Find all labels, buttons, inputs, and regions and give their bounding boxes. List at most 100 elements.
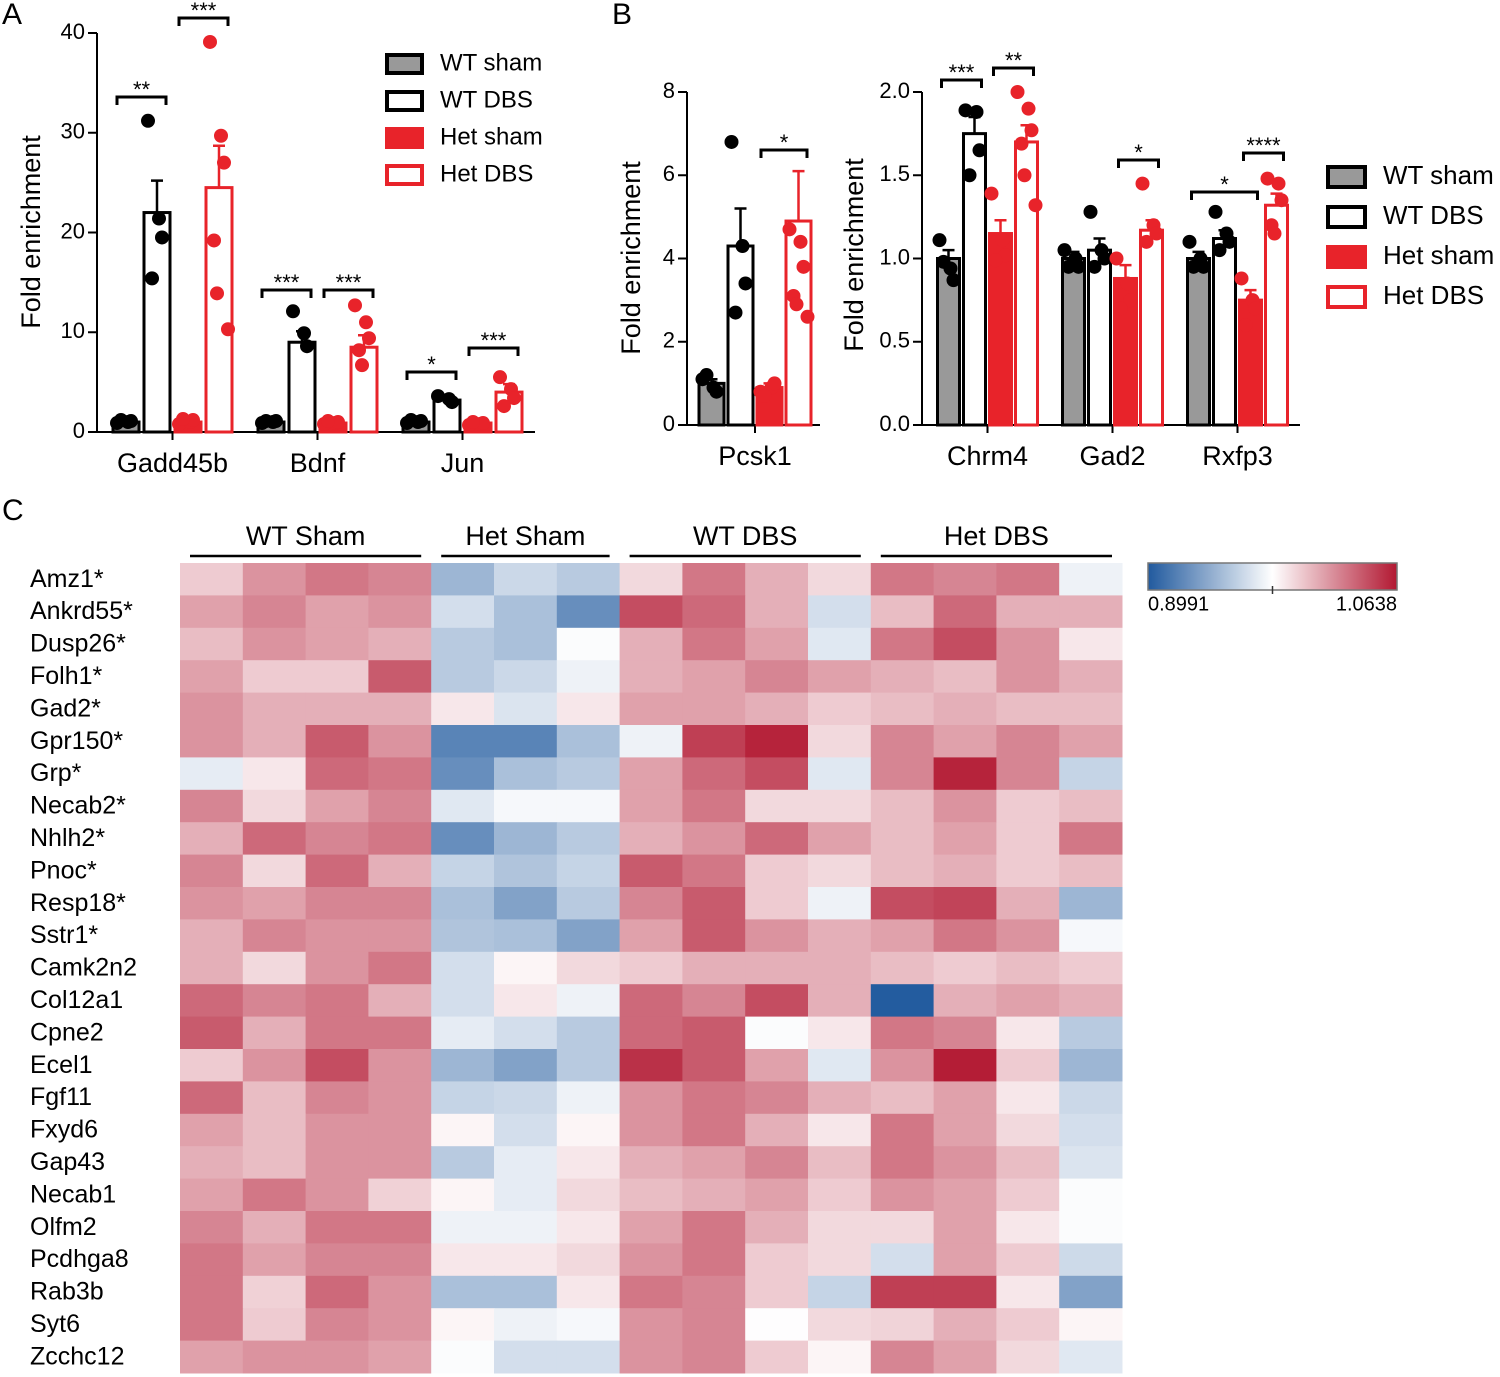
error-bar	[151, 179, 163, 213]
heatmap-cell	[180, 1243, 244, 1277]
heatmap-cell	[431, 1340, 495, 1374]
heatmap-cell	[431, 919, 495, 953]
heatmap-cell	[242, 1275, 307, 1309]
heatmap-cell	[242, 1049, 307, 1082]
heatmap-cell	[431, 1113, 495, 1147]
heatmap-cell	[431, 1211, 495, 1244]
heatmap-cell	[870, 822, 935, 856]
heatmap-cell	[368, 692, 432, 726]
legend-swatch	[385, 90, 424, 112]
heatmap-cell	[494, 1243, 558, 1277]
heatmap-cell	[556, 1243, 621, 1277]
heatmap-cell	[682, 1081, 746, 1115]
heatmap-cell	[368, 1081, 432, 1115]
data-point	[214, 128, 228, 143]
significance-label: ***	[949, 60, 975, 85]
heatmap-cell	[368, 984, 432, 1018]
data-point	[152, 211, 166, 226]
heatmap-cell	[556, 563, 621, 596]
heatmap-cell	[368, 757, 432, 791]
bar	[142, 211, 172, 434]
heatmap-cell	[180, 757, 244, 791]
y-tick-label: 1.0	[879, 244, 910, 269]
heatmap-cell	[682, 692, 746, 726]
legend-swatch	[1326, 285, 1367, 309]
heatmap-cell	[180, 1146, 244, 1180]
significance-label: *	[1220, 172, 1229, 197]
y-tick-label: 4	[663, 244, 675, 269]
heatmap-cell	[682, 1016, 746, 1050]
heatmap-cell	[745, 1211, 809, 1244]
heatmap-cell	[870, 757, 935, 791]
panel-label: C	[2, 494, 24, 527]
heatmap-cell	[494, 951, 558, 985]
row-label: Grp*	[30, 759, 82, 787]
heatmap-cell	[242, 1340, 307, 1374]
data-point	[141, 113, 155, 128]
row-label: Camk2n2	[30, 954, 137, 982]
data-point	[969, 104, 984, 119]
heatmap-cell	[933, 1178, 997, 1212]
heatmap-cell	[494, 1275, 558, 1309]
heatmap-cell	[305, 1340, 369, 1374]
heatmap-cell	[933, 725, 997, 758]
heatmap-cell	[996, 789, 1060, 823]
row-label: Sstr1*	[30, 921, 98, 949]
heatmap-cell	[368, 725, 432, 758]
heatmap-cell	[368, 1211, 432, 1244]
heatmap-cell	[431, 627, 495, 661]
heatmap-cell	[870, 595, 935, 629]
data-point	[958, 103, 973, 118]
heatmap-cell	[808, 919, 872, 953]
heatmap-cell	[494, 692, 558, 726]
heatmap-cell	[745, 984, 809, 1018]
heatmap-cell	[556, 887, 621, 920]
heatmap-cell	[556, 1308, 621, 1342]
heatmap-cell	[305, 1178, 369, 1212]
y-tick-label: 0.5	[879, 328, 910, 353]
heatmap-cell	[619, 1016, 683, 1050]
heatmap-cell	[808, 789, 872, 823]
colorbar-min-label: 0.8991	[1148, 593, 1209, 615]
heatmap-cell	[808, 1275, 872, 1309]
y-tick-label: 2	[663, 328, 675, 353]
heatmap-cell	[556, 1016, 621, 1050]
legend-swatch	[1326, 245, 1367, 269]
row-label: Ankrd55*	[30, 597, 133, 625]
heatmap-cell	[933, 1113, 997, 1147]
data-point	[724, 134, 739, 149]
row-label: Cpne2	[30, 1018, 104, 1046]
heatmap-cell	[1059, 1016, 1123, 1050]
y-tick-label: 2.0	[879, 78, 910, 103]
significance-bracket	[177, 16, 230, 26]
heatmap-cell	[494, 1178, 558, 1212]
heatmap-cell	[745, 660, 809, 694]
heatmap-cell	[242, 887, 307, 920]
y-axis-label: Fold enrichment	[839, 158, 869, 352]
y-tick-label: 10	[61, 318, 85, 343]
heatmap-cell	[180, 1308, 244, 1342]
heatmap-cell	[1059, 1113, 1123, 1147]
heatmap-cell	[494, 1308, 558, 1342]
heatmap-cell	[368, 919, 432, 953]
heatmap-cell	[996, 1016, 1060, 1050]
data-point	[1212, 243, 1227, 258]
legend-swatch	[385, 164, 424, 186]
data-point	[1267, 226, 1282, 241]
heatmap-cell	[305, 822, 369, 856]
heatmap-cell	[556, 951, 621, 985]
heatmap-cell	[933, 789, 997, 823]
row-label: Gap43	[30, 1148, 105, 1176]
heatmap-cell	[808, 692, 872, 726]
heatmap-cell	[682, 1340, 746, 1374]
heatmap-cell	[745, 1340, 809, 1374]
data-point	[709, 384, 724, 399]
heatmap-cell	[556, 822, 621, 856]
data-point	[800, 309, 815, 324]
heatmap-cell	[1059, 1243, 1123, 1277]
heatmap-cell	[745, 757, 809, 791]
heatmap-cell	[368, 1340, 432, 1374]
heatmap-cell	[305, 1146, 369, 1180]
y-axis-label: Fold enrichment	[616, 161, 646, 355]
heatmap-cell	[368, 627, 432, 661]
